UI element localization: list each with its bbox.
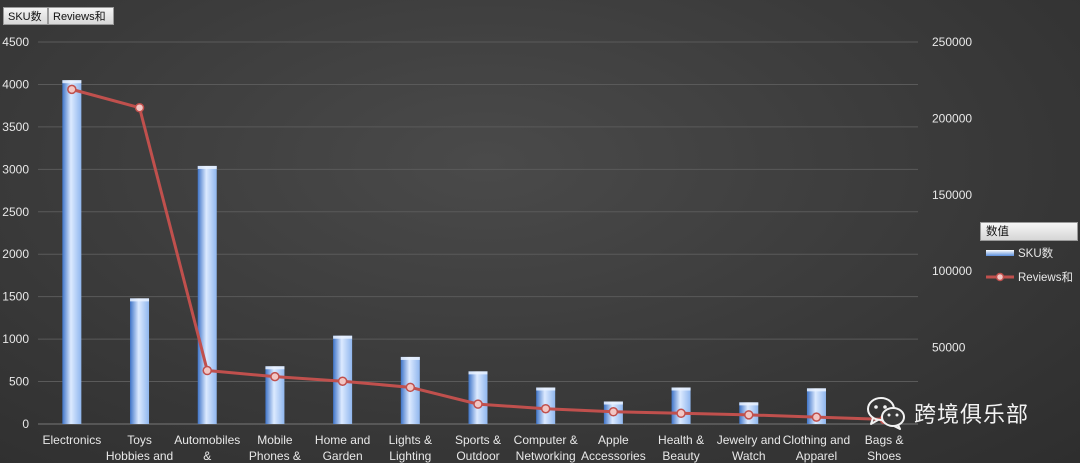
legend-title[interactable]: 数值 bbox=[980, 222, 1078, 241]
bar bbox=[806, 388, 826, 424]
category-label: Health & bbox=[658, 433, 704, 447]
category-label: Apple bbox=[598, 433, 629, 447]
left-axis-tick-label: 500 bbox=[9, 375, 29, 389]
category-label: Automobiles bbox=[174, 433, 240, 447]
right-axis-tick-label: 150000 bbox=[932, 188, 972, 202]
left-axis-tick-label: 4000 bbox=[2, 77, 29, 91]
right-axis-tick-label: 100000 bbox=[932, 264, 972, 278]
category-label: Electronics bbox=[43, 433, 102, 447]
left-axis-tick-label: 0 bbox=[22, 417, 29, 431]
category-label: Sports & bbox=[455, 433, 501, 447]
sku-field-button[interactable]: SKU数 bbox=[3, 7, 48, 25]
category-label: Mobile bbox=[257, 433, 293, 447]
bar-cap bbox=[671, 387, 691, 391]
right-axis-tick-label: 50000 bbox=[932, 341, 966, 355]
watermark: 跨境俱乐部 bbox=[866, 396, 1029, 430]
line-point bbox=[134, 102, 145, 113]
bar-cap bbox=[333, 335, 353, 339]
watermark-text: 跨境俱乐部 bbox=[914, 402, 1030, 427]
category-label: & bbox=[203, 449, 211, 463]
bar-cap bbox=[130, 298, 150, 302]
bar bbox=[468, 371, 488, 424]
left-axis-tick-label: 2500 bbox=[2, 205, 29, 219]
category-label: Bags & bbox=[865, 433, 904, 447]
left-axis-tick-label: 2000 bbox=[2, 247, 29, 261]
category-label: Watch bbox=[732, 449, 766, 463]
bar-cap bbox=[468, 371, 488, 375]
right-axis-tick-label: 200000 bbox=[932, 111, 972, 125]
line-marker-icon bbox=[986, 272, 1014, 282]
left-axis-tick-label: 4500 bbox=[2, 35, 29, 49]
legend-item-reviews: Reviews和 bbox=[980, 265, 1078, 289]
right-axis-tick-label: 250000 bbox=[932, 35, 972, 49]
line-point bbox=[540, 403, 551, 414]
bar bbox=[265, 366, 285, 424]
category-label: Outdoor bbox=[456, 449, 499, 463]
left-axis-tick-label: 1500 bbox=[2, 290, 29, 304]
category-label: Home and bbox=[315, 433, 370, 447]
line-point bbox=[473, 399, 483, 409]
line-point bbox=[270, 371, 280, 382]
left-axis-tick-label: 3000 bbox=[2, 162, 29, 176]
line-point bbox=[337, 376, 348, 386]
bar-cap bbox=[806, 388, 826, 392]
bar-cap bbox=[536, 387, 556, 391]
category-label: Phones & bbox=[249, 449, 301, 463]
line-point bbox=[811, 412, 822, 422]
bar-cap bbox=[603, 401, 623, 405]
line-point bbox=[405, 382, 416, 393]
category-label: Garden bbox=[323, 449, 363, 463]
bar bbox=[62, 80, 82, 424]
left-axis-tick-label: 1000 bbox=[2, 332, 29, 346]
legend-label-reviews: Reviews和 bbox=[1018, 272, 1073, 284]
category-label: Toys bbox=[127, 433, 152, 447]
category-label: Clothing and bbox=[783, 433, 850, 447]
category-label: Apparel bbox=[796, 449, 837, 463]
reviews-field-button[interactable]: Reviews和 bbox=[48, 7, 114, 25]
bar-cap bbox=[62, 80, 82, 84]
line-point bbox=[202, 365, 212, 376]
legend-item-sku: SKU数 bbox=[980, 241, 1078, 265]
category-label: Jewelry and bbox=[717, 433, 781, 447]
line-point bbox=[67, 84, 77, 95]
bar bbox=[671, 387, 691, 424]
wechat-icon bbox=[867, 397, 905, 430]
category-label: Shoes bbox=[867, 449, 901, 463]
bar-cap bbox=[739, 402, 759, 406]
bar-cap bbox=[400, 356, 420, 360]
category-label: Hobbies and bbox=[106, 449, 173, 463]
category-label: Networking bbox=[516, 449, 576, 463]
category-label: Lighting bbox=[389, 449, 431, 463]
left-axis-tick-label: 3500 bbox=[2, 120, 29, 134]
category-label: Accessories bbox=[581, 449, 646, 463]
line-point bbox=[608, 407, 619, 417]
category-label: Lights & bbox=[389, 433, 432, 447]
bar bbox=[130, 298, 150, 424]
line-point bbox=[676, 408, 686, 419]
bar-cap bbox=[265, 366, 285, 370]
chart-legend: 数值 SKU数 Reviews和 bbox=[980, 222, 1078, 289]
bar bbox=[197, 165, 217, 424]
bar-swatch-icon bbox=[986, 250, 1014, 256]
legend-label-sku: SKU数 bbox=[1018, 248, 1054, 260]
category-label: Computer & bbox=[514, 433, 578, 447]
bar-cap bbox=[197, 165, 217, 169]
category-label: Beauty bbox=[662, 449, 699, 463]
line-point bbox=[744, 410, 754, 420]
